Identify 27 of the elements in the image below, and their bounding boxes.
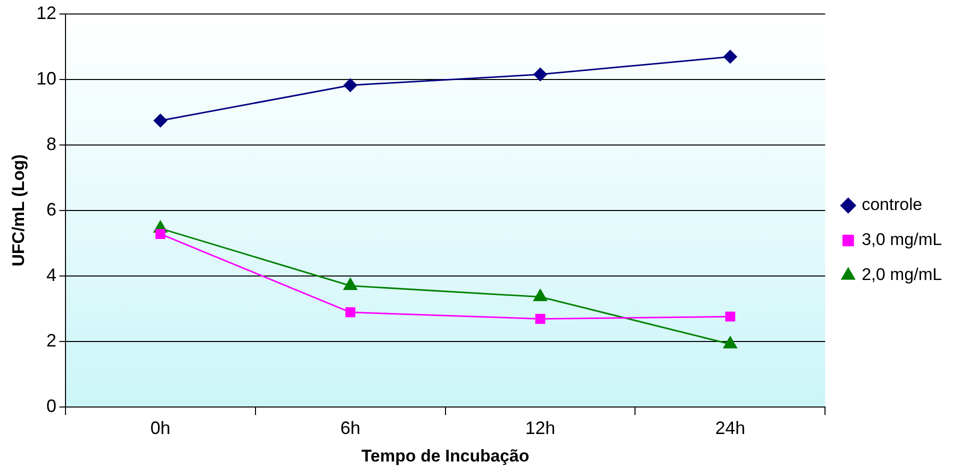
legend-label: controle — [862, 195, 922, 214]
point — [723, 50, 737, 64]
point — [344, 278, 358, 290]
point — [535, 314, 546, 324]
y-tick-label: 8 — [46, 134, 56, 154]
y-tick-label: 2 — [46, 330, 56, 350]
y-tick-label: 0 — [46, 396, 56, 416]
y-tick-label: 6 — [46, 199, 56, 220]
point — [723, 336, 738, 348]
y-tick-label: 10 — [36, 68, 56, 88]
point — [154, 114, 168, 128]
x-tick-label: 6h — [340, 418, 360, 438]
y-tick-label: 12 — [36, 2, 56, 23]
point — [155, 229, 166, 239]
legend-label: 2,0 mg/mL — [862, 265, 942, 284]
legend-label: 3,0 mg/mL — [862, 230, 942, 250]
x-tick-label: 0h — [150, 418, 170, 438]
point — [344, 78, 358, 92]
point — [345, 307, 356, 318]
y-tick-label: 4 — [46, 264, 56, 285]
y-axis-title: UFC/mL (Log) — [8, 154, 28, 266]
x-axis-title: Tempo de Incubação — [361, 446, 530, 466]
point — [533, 289, 548, 302]
point — [534, 68, 548, 82]
x-tick-label: 24h — [715, 418, 746, 438]
point — [725, 312, 736, 322]
x-tick-label: 12h — [525, 418, 556, 438]
